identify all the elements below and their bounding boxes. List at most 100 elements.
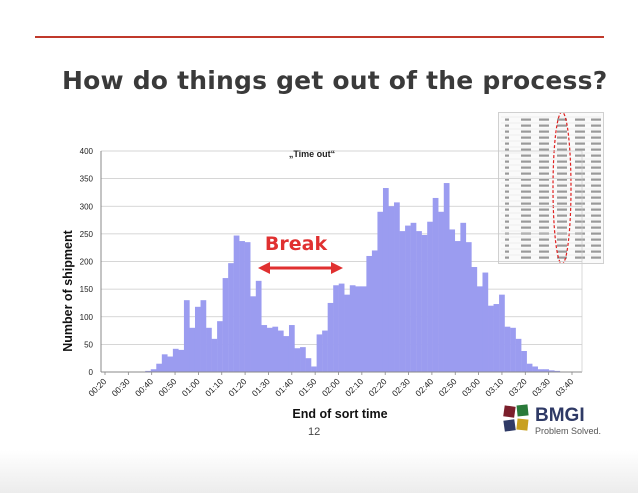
- y-tick-label: 0: [89, 368, 94, 377]
- inset-cell: [591, 184, 601, 187]
- inset-cell: [575, 124, 585, 127]
- histogram-bar: [244, 242, 251, 372]
- inset-cell: [591, 154, 601, 157]
- y-axis-label: Number of shipment: [61, 229, 75, 351]
- page-number: 12: [308, 426, 321, 438]
- histogram-bar: [454, 241, 461, 372]
- histogram-bar: [211, 338, 218, 372]
- histogram-bar: [277, 330, 284, 372]
- histogram-bar: [156, 363, 163, 372]
- inset-cell: [591, 172, 601, 175]
- inset-cell: [521, 172, 531, 175]
- histogram-bar: [178, 349, 185, 372]
- inset-cell: [575, 184, 585, 187]
- inset-cell: [539, 256, 549, 259]
- histogram-bar: [482, 272, 489, 372]
- histogram-bar: [382, 188, 389, 372]
- inset-cell: [575, 214, 585, 217]
- histogram-bar: [427, 221, 433, 372]
- x-tick-label: 01:40: [273, 376, 295, 398]
- inset-cell: [557, 190, 567, 193]
- histogram-bar: [161, 354, 168, 372]
- histogram-bar: [200, 300, 207, 372]
- histogram-bar: [261, 325, 268, 372]
- inset-cell: [557, 178, 567, 181]
- inset-cell: [575, 226, 585, 229]
- x-tick-label: 02:30: [390, 376, 412, 398]
- histogram-bar: [272, 326, 279, 372]
- inset-cell: [505, 160, 509, 163]
- inset-cell: [539, 196, 549, 199]
- inset-cell: [557, 250, 567, 253]
- inset-cell: [575, 238, 585, 241]
- inset-cell: [557, 202, 567, 205]
- inset-cell: [521, 118, 531, 121]
- inset-cell: [575, 172, 585, 175]
- inset-cell: [505, 244, 509, 247]
- inset-cell: [521, 136, 531, 139]
- inset-cell: [539, 142, 549, 145]
- inset-cell: [557, 238, 567, 241]
- inset-cell: [575, 166, 585, 169]
- histogram-bar: [189, 327, 196, 372]
- inset-cell: [557, 226, 567, 229]
- logo-name: BMGI: [535, 405, 585, 426]
- histogram-bar: [167, 356, 174, 372]
- inset-cell: [539, 148, 549, 151]
- inset-cell: [591, 226, 601, 229]
- histogram-bar: [217, 321, 223, 372]
- inset-cell: [505, 208, 509, 211]
- histogram-bar: [283, 336, 290, 372]
- x-tick-label: 00:20: [86, 376, 108, 398]
- inset-cell: [521, 160, 531, 163]
- inset-cell: [539, 136, 549, 139]
- inset-cell: [557, 214, 567, 217]
- x-tick-label: 01:20: [226, 376, 248, 398]
- x-tick-label: 00:50: [156, 376, 178, 398]
- inset-cell: [591, 220, 601, 223]
- histogram-bar: [366, 255, 373, 372]
- inset-cell: [591, 178, 601, 181]
- histogram-bar: [515, 338, 522, 372]
- inset-cell: [521, 178, 531, 181]
- inset-cell: [539, 220, 549, 223]
- inset-cell: [539, 118, 549, 121]
- inset-cell: [591, 256, 601, 259]
- histogram-bar: [371, 250, 378, 372]
- inset-cell: [505, 250, 509, 253]
- inset-cell: [505, 184, 509, 187]
- inset-cell: [591, 190, 601, 193]
- histogram-bar: [399, 231, 406, 372]
- histogram-bar: [471, 267, 478, 372]
- inset-cell: [505, 172, 509, 175]
- histogram-bar: [510, 327, 516, 372]
- inset-cell: [505, 238, 509, 241]
- x-tick-label: 03:20: [507, 376, 529, 398]
- inset-cell: [575, 220, 585, 223]
- histogram-bar: [443, 183, 450, 372]
- inset-cell: [575, 154, 585, 157]
- inset-cell: [521, 130, 531, 133]
- inset-cell: [505, 166, 509, 169]
- histogram-bar: [449, 229, 456, 372]
- inset-cell: [505, 196, 509, 199]
- histogram-bar: [228, 263, 234, 372]
- inset-cell: [557, 208, 567, 211]
- inset-cell: [591, 196, 601, 199]
- inset-cell: [557, 256, 567, 259]
- histogram-bar: [476, 286, 483, 372]
- histogram-bar: [250, 296, 257, 372]
- inset-cell: [591, 214, 601, 217]
- inset-cell: [539, 124, 549, 127]
- histogram-bar: [504, 326, 511, 372]
- inset-cell: [521, 250, 531, 253]
- inset-cell: [575, 208, 585, 211]
- y-tick-label: 350: [80, 175, 94, 184]
- histogram-bar: [465, 242, 472, 372]
- histogram-bar: [493, 304, 500, 372]
- x-tick-label: 02:50: [437, 376, 459, 398]
- inset-cell: [557, 142, 567, 145]
- bottom-shade: [0, 450, 638, 493]
- inset-cell: [575, 142, 585, 145]
- inset-cell: [557, 196, 567, 199]
